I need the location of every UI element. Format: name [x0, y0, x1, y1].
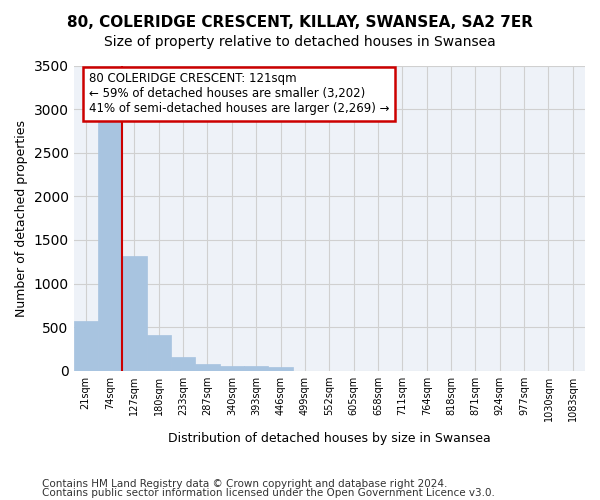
Bar — [268, 367, 293, 371]
Bar — [220, 366, 244, 371]
Text: 80, COLERIDGE CRESCENT, KILLAY, SWANSEA, SA2 7ER: 80, COLERIDGE CRESCENT, KILLAY, SWANSEA,… — [67, 15, 533, 30]
Bar — [244, 366, 268, 371]
Bar — [74, 321, 98, 371]
Bar — [196, 364, 220, 371]
Text: 80 COLERIDGE CRESCENT: 121sqm
← 59% of detached houses are smaller (3,202)
41% o: 80 COLERIDGE CRESCENT: 121sqm ← 59% of d… — [89, 72, 389, 116]
Y-axis label: Number of detached properties: Number of detached properties — [15, 120, 28, 316]
Bar — [171, 358, 196, 371]
Bar — [146, 335, 171, 371]
Text: Contains HM Land Registry data © Crown copyright and database right 2024.: Contains HM Land Registry data © Crown c… — [42, 479, 448, 489]
X-axis label: Distribution of detached houses by size in Swansea: Distribution of detached houses by size … — [168, 432, 491, 445]
Bar — [98, 116, 122, 371]
Text: Contains public sector information licensed under the Open Government Licence v3: Contains public sector information licen… — [42, 488, 495, 498]
Text: Size of property relative to detached houses in Swansea: Size of property relative to detached ho… — [104, 35, 496, 49]
Bar — [122, 256, 146, 371]
